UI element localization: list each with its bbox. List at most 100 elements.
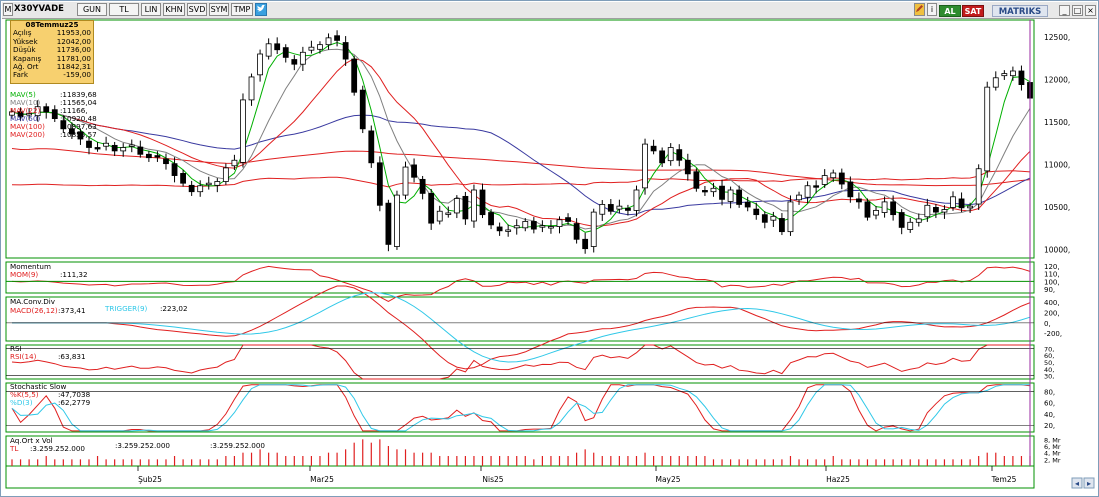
month-label-0: Şub25 — [138, 475, 162, 484]
candle-body — [950, 196, 956, 208]
rsi-tick: 30, — [1044, 373, 1054, 381]
candle-body — [94, 147, 101, 150]
toolbar-button-gun[interactable]: GUN — [77, 3, 107, 16]
toolbar-button-sym[interactable]: SYM — [209, 3, 229, 16]
rsi-tick: 40, — [1044, 366, 1054, 374]
candle-body — [548, 226, 554, 229]
candle-body — [26, 113, 33, 116]
stoch-line — [11, 384, 1030, 432]
volume-tick: 2, Mr — [1044, 456, 1061, 464]
rsi-title: RSI — [10, 344, 22, 353]
price-tick-label: 10000, — [1044, 246, 1070, 255]
candle-body — [847, 181, 854, 198]
momentum-tick: 110, — [1044, 271, 1060, 279]
scroll-right-button[interactable] — [1083, 477, 1095, 489]
volume-label: TL — [9, 444, 18, 453]
candle-body — [642, 143, 648, 189]
candle-body — [496, 226, 503, 232]
candle-body — [248, 76, 255, 101]
candle-body — [582, 238, 589, 250]
candle-body — [761, 214, 768, 223]
price-panel — [9, 30, 1033, 254]
candle-body — [488, 212, 494, 226]
maximize-icon[interactable]: □ — [1072, 5, 1083, 16]
candle-body — [240, 99, 246, 163]
trigger-label: TRIGGER(9) — [104, 304, 148, 313]
month-label-2: Nis25 — [482, 475, 503, 484]
candle-body — [941, 209, 948, 213]
candle-body — [830, 172, 837, 179]
candle-body — [317, 44, 323, 50]
candle-body — [907, 221, 914, 230]
candle-body — [368, 130, 375, 164]
toolbar-button-khn[interactable]: KHN — [163, 3, 185, 16]
candle-body — [453, 198, 460, 214]
candle-body — [667, 147, 674, 162]
minimize-icon[interactable]: _ — [1059, 5, 1070, 16]
month-label-4: Haz25 — [826, 475, 850, 484]
macd-tick: 400, — [1044, 299, 1060, 307]
candle-body — [214, 181, 221, 186]
candle-body — [137, 146, 144, 155]
time-nav[interactable]: ◂ ▸ — [1071, 477, 1095, 489]
stoch-tick: 60, — [1044, 400, 1055, 408]
candle-body — [128, 144, 135, 147]
candle-body — [856, 198, 862, 203]
candle-body — [770, 215, 777, 221]
legend-mav10: MAV(10) — [10, 98, 41, 107]
volume-value-3: :3.259.252.000 — [210, 441, 265, 450]
candle-body — [779, 218, 785, 233]
volume-panel — [11, 439, 1031, 466]
candle-body — [915, 218, 922, 223]
legend-value: :10855,57 — [60, 130, 97, 139]
sell-button[interactable]: SAT — [962, 5, 984, 17]
panel-frame-price — [5, 19, 1035, 259]
candle-body — [539, 225, 546, 228]
chart-toolbar: M X30YVADE GUN TL LIN KHN SVD SYM TMP i … — [2, 2, 1097, 19]
candle-body — [744, 201, 751, 208]
scroll-left-button[interactable] — [1071, 477, 1083, 489]
toolbar-button-tmp[interactable]: TMP — [231, 3, 253, 16]
candle-body — [111, 144, 118, 152]
symbol-title[interactable]: X30YVADE — [14, 4, 64, 14]
info-value-open: 11953,00 — [56, 28, 91, 38]
candle-body — [419, 178, 426, 194]
candle-body — [890, 201, 897, 216]
toolbar-button-tl[interactable]: TL — [109, 3, 139, 16]
rsi-tick: 70, — [1044, 345, 1054, 353]
menu-m-button[interactable]: M — [3, 3, 13, 16]
candle-body — [633, 189, 640, 211]
macd-tick: 0, — [1044, 320, 1051, 328]
candle-body — [530, 221, 537, 230]
price-tick-label: 12000, — [1044, 76, 1070, 85]
info-value-low: 11736,00 — [56, 45, 91, 55]
legend-value: :10897,63 — [60, 122, 97, 131]
momentum-value: :111,32 — [60, 270, 88, 279]
price-tick-label: 12500, — [1044, 33, 1070, 42]
toolbar-button-lin[interactable]: LIN — [141, 3, 161, 16]
buy-button[interactable]: AL — [939, 5, 961, 17]
stoch-tick: 40, — [1044, 411, 1055, 419]
info-value-close: 11781,00 — [56, 53, 91, 63]
candle-body — [804, 185, 811, 198]
toolbar-button-svd[interactable]: SVD — [187, 3, 207, 16]
momentum-tick: 90, — [1044, 286, 1055, 294]
close-icon[interactable]: × — [1085, 5, 1096, 16]
pencil-icon[interactable] — [914, 3, 925, 16]
candle-body — [385, 202, 392, 245]
mom-line — [11, 265, 1031, 302]
stoch-k-label: %K(5,5) — [10, 390, 39, 399]
candle-body — [282, 47, 289, 58]
candle-body — [43, 106, 50, 113]
momentum-label: MOM(9) — [10, 270, 38, 279]
info-icon[interactable]: i — [927, 3, 937, 16]
rsi-line — [11, 344, 1030, 380]
axis-labels: 12500, 12000, 11500, 11000, 10500, 10000, 120,… — [137, 33, 1095, 489]
ma200-line — [11, 170, 1031, 188]
twitter-icon[interactable] — [255, 3, 267, 16]
legend-value: :11839,68 — [60, 90, 97, 99]
macd-tick: 200, — [1044, 310, 1060, 318]
legend-mav200: MAV(200) — [10, 130, 45, 139]
month-label-5: Tem25 — [991, 475, 1017, 484]
